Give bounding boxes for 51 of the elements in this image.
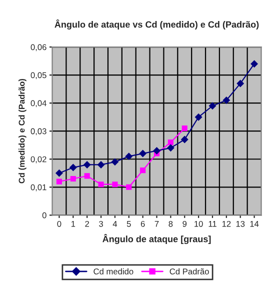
- y-tick-label: 0,06: [30, 44, 46, 52]
- x-tick-label: 13: [236, 220, 245, 227]
- x-tick-label: 0: [57, 220, 62, 227]
- point: [84, 161, 91, 168]
- point: [182, 126, 188, 132]
- x-tick-label: 6: [140, 220, 145, 227]
- point: [140, 168, 146, 174]
- x-tick-label: 4: [112, 221, 118, 227]
- x-tick-label: 10: [194, 220, 203, 227]
- x-tick-label: 3: [99, 220, 103, 227]
- y-tick-label: 0,05: [30, 72, 46, 80]
- point: [126, 184, 132, 190]
- point: [139, 150, 146, 157]
- point: [153, 147, 160, 154]
- point: [70, 164, 77, 171]
- point: [125, 152, 132, 160]
- x-tick-label: 12: [222, 220, 231, 227]
- point: [56, 170, 63, 177]
- chart-title: Ângulo de ataque vs Cd (medido) e Cd (Padrão): [54, 19, 259, 30]
- point: [112, 182, 118, 188]
- y-tick-label: 0,04: [30, 100, 46, 108]
- y-tick-label: 0,03: [30, 128, 46, 136]
- x-tick-label: 14: [250, 221, 259, 227]
- point: [56, 178, 62, 184]
- x-tick-label: 5: [126, 221, 131, 227]
- point: [195, 114, 202, 121]
- point: [112, 158, 118, 166]
- point: [209, 102, 216, 110]
- point: [70, 176, 76, 182]
- y-tick-label: 0,02: [30, 156, 46, 164]
- x-tick-label: 1: [71, 221, 76, 227]
- y-tick-label: 0: [42, 212, 46, 218]
- x-tick-label: 11: [208, 221, 216, 227]
- x-tick-label: 2: [85, 220, 89, 227]
- legend-label: Cd medido: [94, 268, 134, 274]
- point: [167, 144, 174, 152]
- x-tick-label: 9: [182, 220, 187, 227]
- point: [250, 60, 258, 68]
- x-tick-label: 8: [168, 220, 173, 227]
- legend-label: Cd Padrão: [170, 268, 209, 274]
- x-tick-label: 7: [154, 221, 159, 227]
- point: [222, 96, 230, 104]
- y-axis-title: Cd (medido) e Cd (Padrão): [18, 78, 26, 184]
- point: [84, 173, 90, 179]
- point: [98, 161, 104, 168]
- point: [236, 80, 244, 87]
- point: [181, 136, 188, 143]
- point: [168, 140, 174, 146]
- point: [98, 182, 104, 188]
- y-tick-label: 0,01: [30, 184, 46, 192]
- x-axis-title: Ângulo de ataque [graus]: [102, 234, 211, 244]
